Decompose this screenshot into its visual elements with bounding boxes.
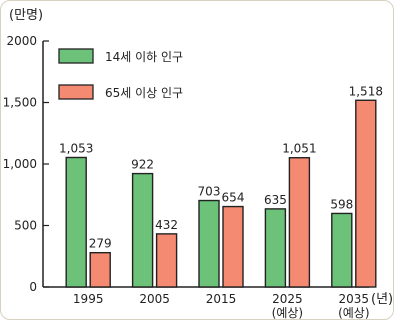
bar-0-1 — [89, 251, 111, 288]
axis-layer: 0 500 1,000 1,500 2000 — [3, 34, 369, 294]
x-axis-label: (년) — [371, 292, 393, 307]
x-category-label-3: 2025 — [272, 292, 303, 306]
bar-value-1-1: 432 — [155, 218, 178, 232]
bar-2-0 — [198, 199, 220, 288]
legend-swatch-0 — [58, 48, 94, 64]
y-tick-label: 500 — [14, 219, 37, 233]
bar-value-0-1: 279 — [89, 237, 112, 251]
bar-3-1 — [288, 157, 311, 288]
legend-label-1: 65세 이상 인구 — [105, 86, 183, 100]
legend: 14세 이하 인구 65세 이상 인구 — [58, 48, 183, 100]
bar-4-0 — [331, 212, 353, 288]
bar-3-0 — [264, 208, 287, 288]
bar-layer — [65, 99, 377, 288]
bar-value-3-0: 635 — [264, 193, 287, 207]
bar-value-3-1: 1,051 — [282, 142, 316, 156]
legend-swatch-1 — [58, 84, 94, 100]
x-category-label-0: 1995 — [73, 292, 104, 306]
x-category-note-4: (예상) — [338, 306, 369, 320]
value-label-layer: 1,053 279 1995 922 432 2005 703 654 2015 635 1,051… — [59, 84, 383, 320]
bar-4-1 — [355, 99, 377, 288]
bar-2-1 — [222, 205, 244, 288]
bar-0-0 — [65, 156, 87, 288]
x-category-note-3: (예상) — [272, 306, 303, 320]
bar-value-4-0: 598 — [330, 197, 353, 211]
y-tick-label: 1,000 — [3, 157, 37, 171]
y-tick-label: 2000 — [6, 34, 37, 48]
bar-value-1-0: 922 — [131, 158, 154, 172]
bar-value-4-1: 1,518 — [349, 84, 383, 98]
bar-1-0 — [131, 172, 154, 288]
bar-value-2-1: 654 — [222, 191, 245, 205]
x-category-label-1: 2005 — [139, 292, 170, 306]
y-tick-label: 1,500 — [3, 96, 37, 110]
y-axis-label: (만명) — [9, 8, 43, 23]
legend-label-0: 14세 이하 인구 — [105, 50, 183, 64]
x-category-label-4: 2035 — [339, 292, 370, 306]
bar-value-2-0: 703 — [198, 185, 221, 199]
bar-1-1 — [155, 233, 178, 288]
bar-value-0-0: 1,053 — [59, 141, 93, 155]
y-tick-label: 0 — [29, 280, 37, 294]
x-category-label-2: 2015 — [206, 292, 237, 306]
